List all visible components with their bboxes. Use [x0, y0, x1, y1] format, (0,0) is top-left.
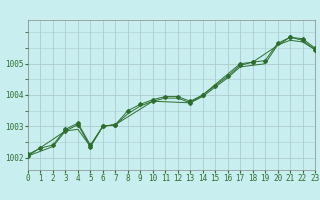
- Text: Graphe pression niveau de la mer (hPa): Graphe pression niveau de la mer (hPa): [41, 186, 279, 196]
